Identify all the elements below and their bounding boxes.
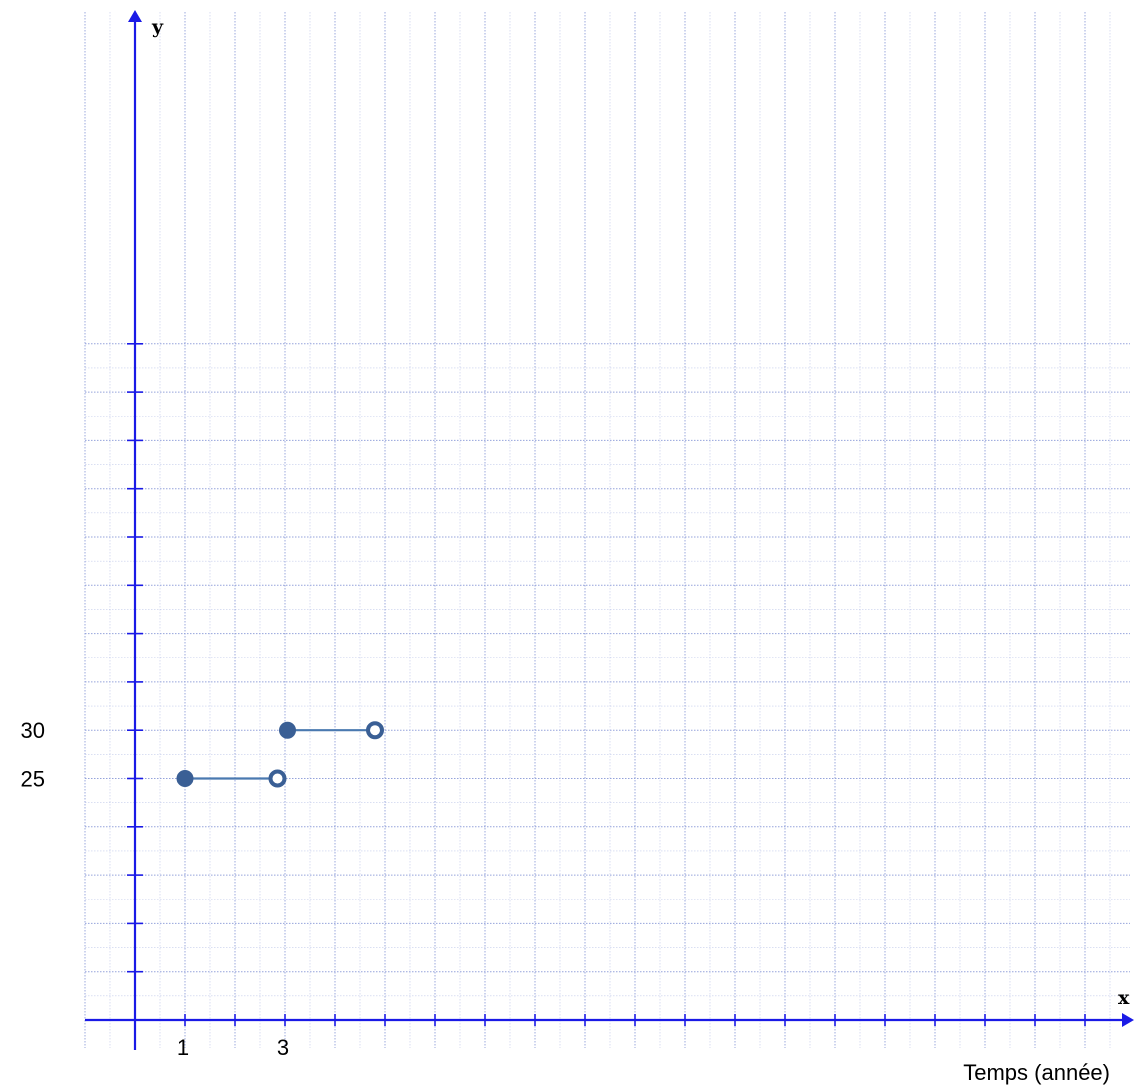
segment-start-point <box>176 770 194 787</box>
y-axis-letter: y <box>151 16 164 38</box>
x-axis-title: Temps (année) <box>963 1060 1110 1085</box>
x-axis-arrow <box>1122 1013 1134 1027</box>
x-tick-label: 1 <box>177 1035 189 1060</box>
grid <box>84 12 1130 1048</box>
labels: y x Temps (année) 1 3 25 30 <box>21 16 1130 1085</box>
y-tick-label: 30 <box>21 718 45 743</box>
x-axis-letter: x <box>1118 987 1130 1009</box>
x-tick-label: 3 <box>277 1035 289 1060</box>
segment-start-point <box>279 721 296 739</box>
segment-end-point <box>268 769 287 788</box>
data-segments <box>176 721 384 788</box>
y-axis-arrow <box>128 10 142 22</box>
y-tick-label: 25 <box>21 767 45 792</box>
axes <box>85 10 1134 1050</box>
segment-end-point <box>366 721 384 740</box>
